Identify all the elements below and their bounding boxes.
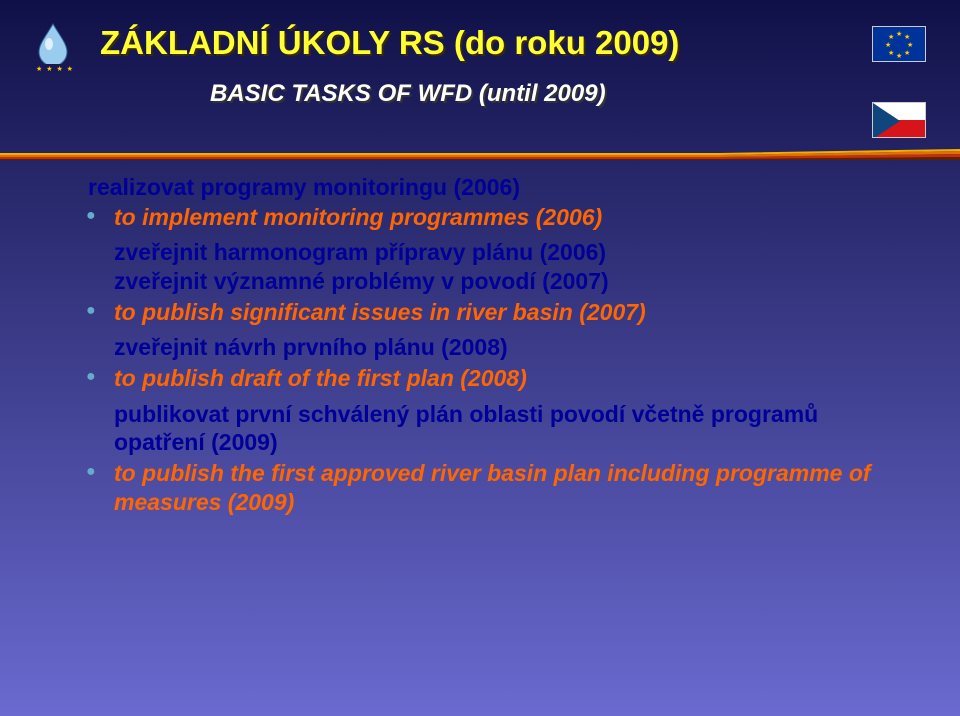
intro-line-cz: realizovat programy monitoringu (2006) <box>88 174 900 201</box>
task-item: to publish the first approved river basi… <box>80 459 900 518</box>
divider-bar <box>0 148 960 160</box>
task-english: to publish significant issues in river b… <box>114 299 646 325</box>
slide-subtitle: BASIC TASKS OF WFD (until 2009) <box>210 80 900 108</box>
logo-stars: ★ ★ ★ ★ <box>36 66 74 73</box>
task-czech: zveřejnit návrh prvního plánu (2008) <box>114 333 900 362</box>
slide-title: ZÁKLADNÍ ÚKOLY RS (do roku 2009) <box>100 24 900 62</box>
slide: ★ ★ ★ ★ ★ ★ ★ ★ ★ ★ ★ ★ ZÁKLADNÍ ÚKOLY R… <box>0 0 960 716</box>
task-english: to publish the first approved river basi… <box>114 460 871 515</box>
content-area: realizovat programy monitoringu (2006) t… <box>80 174 900 518</box>
eu-flag-icon: ★ ★ ★ ★ ★ ★ ★ ★ <box>872 26 926 62</box>
task-item: to implement monitoring programmes (2006… <box>80 203 900 232</box>
task-item: to publish draft of the first plan (2008… <box>80 364 900 393</box>
task-item: to publish significant issues in river b… <box>80 298 900 327</box>
task-english: to publish draft of the first plan (2008… <box>114 365 527 391</box>
task-list: to implement monitoring programmes (2006… <box>80 203 900 518</box>
czech-flag-icon <box>872 102 926 138</box>
task-english: to implement monitoring programmes (2006… <box>114 204 602 230</box>
task-czech: publikovat první schválený plán oblasti … <box>114 400 900 458</box>
water-drop-logo <box>36 22 70 64</box>
task-czech: zveřejnit harmonogram přípravy plánu (20… <box>114 238 900 296</box>
